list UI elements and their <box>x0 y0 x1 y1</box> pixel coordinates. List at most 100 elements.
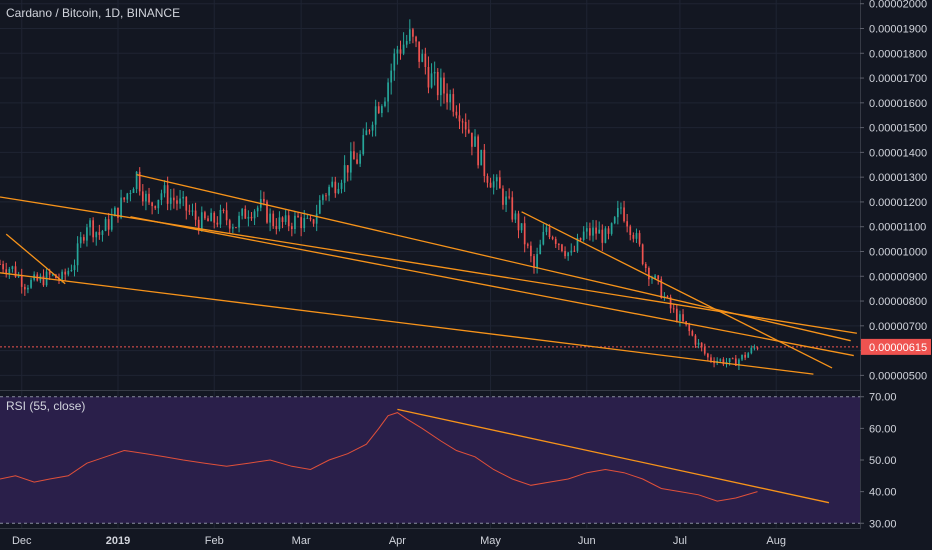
candle-body <box>312 219 315 224</box>
candle-body <box>530 245 532 257</box>
candle-body <box>166 185 169 204</box>
candle-body <box>331 181 334 187</box>
candlesticks <box>0 19 759 371</box>
candle-body <box>741 354 743 360</box>
candle-body <box>123 197 126 200</box>
candle-body <box>651 278 653 280</box>
candle-body <box>337 188 340 194</box>
price-tick-label: 0.00001300 <box>869 172 927 184</box>
candle-body <box>393 53 396 71</box>
candle-body <box>359 154 361 164</box>
candle-body <box>114 207 116 217</box>
candle-body <box>710 357 712 361</box>
candle-body <box>365 130 368 136</box>
candle-body <box>648 268 650 280</box>
candle-body <box>325 195 327 197</box>
candle-body <box>132 188 135 193</box>
current-price-label: 0.00000615 <box>869 342 927 354</box>
candle-body <box>11 266 14 270</box>
candle-body <box>145 193 147 202</box>
candle-body <box>346 165 349 173</box>
candle-body <box>64 271 67 275</box>
candle-body <box>691 331 694 336</box>
candle-body <box>349 151 352 173</box>
candle-body <box>278 217 281 229</box>
candle-body <box>486 176 489 183</box>
candle-body <box>669 297 672 309</box>
candle-body <box>30 279 32 288</box>
candle-body <box>604 228 607 243</box>
candle-body <box>148 193 150 203</box>
candle-body <box>290 226 293 230</box>
candle-body <box>499 177 501 189</box>
candle-body <box>340 182 343 189</box>
rsi-trendline <box>397 408 830 504</box>
candle-body <box>151 202 153 207</box>
candle-body <box>564 251 566 257</box>
candle-body <box>548 227 551 238</box>
candle-body <box>110 216 113 230</box>
price-axis-panel <box>861 0 932 550</box>
candle-body <box>73 265 76 271</box>
candle-body <box>89 220 91 228</box>
candle-body <box>374 106 377 125</box>
date-tick-label: Aug <box>766 535 786 547</box>
candle-body <box>371 124 374 131</box>
candle-body <box>756 347 759 349</box>
candle-body <box>694 335 697 345</box>
candle-body <box>576 238 579 251</box>
candle-body <box>449 94 452 103</box>
candle-body <box>79 237 82 244</box>
candle-body <box>595 227 597 234</box>
candle-body <box>353 151 355 160</box>
date-tick-label: Jul <box>673 535 687 547</box>
candle-body <box>570 250 573 253</box>
candle-body <box>107 219 110 230</box>
candle-body <box>672 308 675 310</box>
price-tick-label: 0.00000500 <box>869 370 927 382</box>
rsi-line <box>0 412 758 502</box>
candle-body <box>387 82 389 102</box>
candle-body <box>492 181 495 188</box>
candle-body <box>76 243 79 266</box>
candle-body <box>430 73 433 88</box>
candle-body <box>179 198 181 204</box>
price-tick-label: 0.00000800 <box>869 296 927 308</box>
candle-body <box>508 196 511 198</box>
candle-body <box>8 269 11 274</box>
candle-body <box>554 238 557 244</box>
candle-body <box>334 181 337 194</box>
candle-body <box>2 264 4 270</box>
price-tick-label: 0.00001200 <box>869 197 927 209</box>
candle-body <box>405 40 408 45</box>
price-trendline <box>136 174 851 342</box>
date-tick-label: Dec <box>12 535 32 547</box>
price-tick-label: 0.00001500 <box>869 123 927 135</box>
candle-body <box>700 342 703 348</box>
candle-body <box>173 197 175 201</box>
candle-body <box>244 208 247 219</box>
candle-body <box>750 347 753 354</box>
candle-body <box>191 210 194 212</box>
time-axis-panel <box>0 529 932 550</box>
candle-body <box>70 270 73 272</box>
candle-body <box>514 213 517 220</box>
candle-body <box>20 275 23 287</box>
candle-body <box>719 359 722 361</box>
candle-body <box>14 266 17 277</box>
date-tick-label: May <box>480 535 501 547</box>
candle-body <box>402 44 405 54</box>
candle-body <box>592 227 594 236</box>
candle-body <box>601 229 604 243</box>
candle-body <box>666 296 669 298</box>
candle-body <box>318 200 321 214</box>
candle-body <box>474 136 476 147</box>
candle-body <box>471 132 473 147</box>
candle-body <box>638 233 641 245</box>
candle-body <box>303 218 306 229</box>
candle-body <box>390 70 393 83</box>
candle-body <box>738 359 740 366</box>
candle-body <box>188 210 191 212</box>
candle-body <box>644 264 647 269</box>
